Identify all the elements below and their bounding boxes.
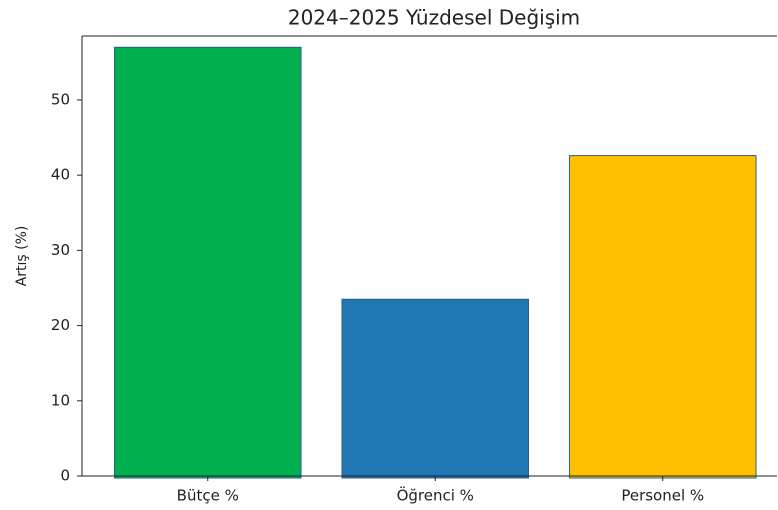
y-axis-label: Artış (%) bbox=[14, 226, 30, 287]
y-tick-label: 20 bbox=[51, 316, 70, 334]
x-tick-label: Öğrenci % bbox=[397, 486, 474, 505]
y-tick-label: 40 bbox=[51, 166, 70, 184]
y-tick-label: 30 bbox=[51, 241, 70, 259]
chart-title: 2024–2025 Yüzdesel Değişim bbox=[288, 6, 580, 30]
bar bbox=[113, 46, 302, 479]
y-tick-label: 0 bbox=[60, 467, 70, 485]
x-tick-label: Personel % bbox=[621, 487, 704, 505]
x-tick-label: Bütçe % bbox=[177, 487, 239, 505]
y-tick-label: 10 bbox=[51, 391, 70, 409]
bar bbox=[568, 155, 757, 479]
y-tick-label: 50 bbox=[51, 90, 70, 108]
bar bbox=[341, 298, 530, 479]
